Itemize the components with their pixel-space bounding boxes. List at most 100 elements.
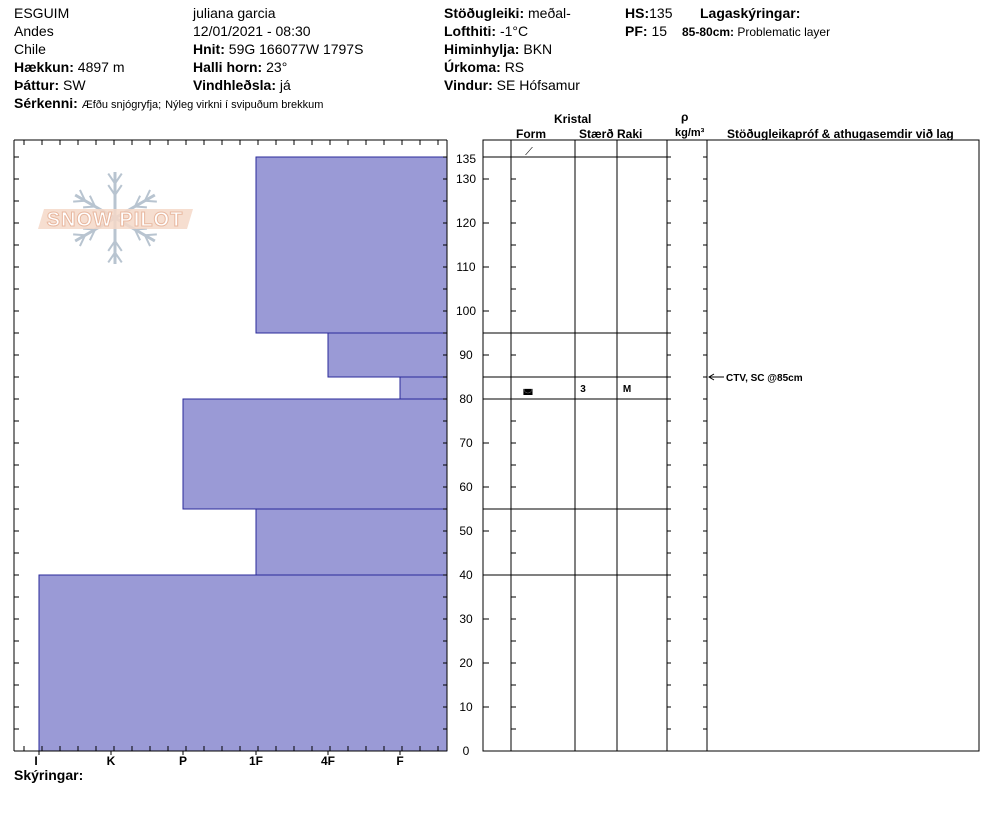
snowflake-branch: [73, 233, 86, 237]
snowflake-branch: [143, 234, 151, 247]
coords-label: Hnit:: [193, 41, 225, 57]
sky-value: BKN: [523, 41, 553, 57]
tests-header: Stöðugleikapróf & athugasemdir við lag: [727, 127, 954, 141]
hardness-bar: [255, 508, 448, 576]
size-value: 3: [580, 384, 586, 395]
precip-label: Úrkoma:: [444, 59, 501, 75]
size-header: Stærð: [579, 127, 614, 141]
snowpilot-logo: [38, 172, 193, 264]
mountain-range: Andes: [14, 23, 54, 39]
slope-value: 23°: [266, 59, 288, 75]
snowflake-branch: [107, 251, 116, 263]
snowflake-branch: [79, 189, 87, 202]
sky-label: Himinhylja:: [444, 41, 520, 57]
x-tick-label: 4F: [321, 754, 335, 768]
elevation-row: Hækkun: 4897 m: [14, 59, 125, 75]
pf-label: PF:: [625, 23, 648, 39]
y-tick-label: 130: [456, 172, 476, 186]
y-tick-label: 100: [456, 304, 476, 318]
hardness-bar: [327, 332, 448, 378]
snowflake-branch: [107, 240, 116, 252]
features-label: Sérkenni:: [14, 95, 78, 111]
features-value-2: Nýleg virkni í svipuðum brekkum: [165, 99, 324, 111]
snowflake-branch: [134, 229, 142, 241]
y-tick-label: 120: [456, 216, 476, 230]
air-temp-row: Lofthiti: -1°C: [444, 23, 528, 39]
pf-value: 15: [651, 23, 668, 39]
snowflake-branch: [134, 205, 147, 209]
test-arrow-head: [708, 373, 715, 381]
snowflake-branch: [79, 234, 87, 247]
wind-label: Vindur:: [444, 77, 493, 93]
x-tick-label: P: [179, 754, 187, 768]
x-tick-label: K: [107, 754, 116, 768]
snowflake-branch: [83, 205, 96, 209]
elevation-label: Hækkun:: [14, 59, 74, 75]
form-header: Form: [516, 127, 546, 141]
form-symbol: ◛: [523, 383, 534, 395]
x-tick-label: 1F: [249, 754, 263, 768]
air-temp-value: -1°C: [499, 23, 529, 39]
y-tick-label: 0: [463, 744, 470, 758]
y-tick-label: 70: [459, 436, 473, 450]
snowflake-branch: [107, 173, 116, 185]
air-temp-label: Lofthiti:: [444, 23, 497, 39]
y-tick-label: 60: [459, 480, 473, 494]
observer-name: juliana garcia: [193, 5, 276, 21]
location-name: ESGUIM: [14, 5, 70, 21]
y-tick-label: 50: [459, 524, 473, 538]
pf-row: PF: 15: [625, 23, 667, 39]
logo-text: SNOW PILOT: [47, 209, 184, 231]
y-tick-label: 30: [459, 612, 473, 626]
features-row: Sérkenni: Æfðu snjógryfja; Nýleg virkni …: [14, 95, 323, 113]
notes-label: Skýringar:: [14, 767, 84, 783]
wind-loading-value: já: [279, 77, 291, 93]
snowflake-branch: [88, 195, 96, 207]
hardness-bar: [182, 398, 448, 510]
coords-value: 59G 166077W 1797S: [228, 41, 364, 57]
hs-row: HS:135: [625, 5, 672, 21]
hardness-bar: [399, 376, 448, 400]
precip-row: Úrkoma: RS: [444, 59, 524, 75]
moisture-header: Raki: [617, 127, 643, 141]
x-tick-label: F: [396, 754, 403, 768]
precip-value: RS: [504, 59, 525, 75]
stability-label: Stöðugleiki:: [444, 5, 525, 21]
snowflake-branch: [144, 199, 157, 203]
y-tick-label: 90: [459, 348, 473, 362]
snowflake-branch: [114, 173, 123, 185]
aspect-value: SW: [63, 77, 86, 93]
snowflake-branch: [114, 251, 123, 263]
wind-loading-row: Vindhleðsla: já: [193, 77, 291, 93]
layer-table-frame: [482, 139, 980, 752]
snowflake-branch: [114, 184, 123, 196]
country: Chile: [14, 41, 46, 57]
slope-row: Halli horn: 23°: [193, 59, 287, 75]
y-tick-label: 40: [459, 568, 473, 582]
x-tick-label: I: [34, 754, 37, 768]
aspect-row: Þáttur: SW: [14, 77, 86, 93]
hardness-bar: [255, 156, 448, 334]
crystal-header: Kristal: [554, 112, 592, 126]
y-tick-label: 110: [456, 260, 475, 274]
snowflake-branch: [143, 189, 151, 202]
layer-note-range: 85-80cm:: [682, 25, 735, 39]
stability-test-note: CTV, SC @85cm: [726, 373, 803, 384]
slope-label: Halli horn:: [193, 59, 263, 75]
wind-row: Vindur: SE Hófsamur: [444, 77, 580, 93]
coords-row: Hnit: 59G 166077W 1797S: [193, 41, 363, 57]
snowflake-branch: [88, 229, 96, 241]
stability-row: Stöðugleiki: meðal-: [444, 5, 571, 21]
wind-value: SE Hófsamur: [496, 77, 580, 93]
density-unit-header: kg/m³: [675, 127, 705, 139]
hs-label: HS:: [625, 5, 650, 21]
hs-value: 135: [649, 5, 673, 21]
moisture-value: M: [623, 384, 631, 395]
y-tick-label: 20: [459, 656, 473, 670]
snowflake-branch: [144, 233, 157, 237]
features-value-1: Æfðu snjógryfja;: [81, 99, 162, 111]
observation-datetime: 12/01/2021 - 08:30: [193, 23, 311, 39]
y-tick-label: 135: [456, 152, 476, 166]
rho-header: ρ: [681, 110, 689, 124]
